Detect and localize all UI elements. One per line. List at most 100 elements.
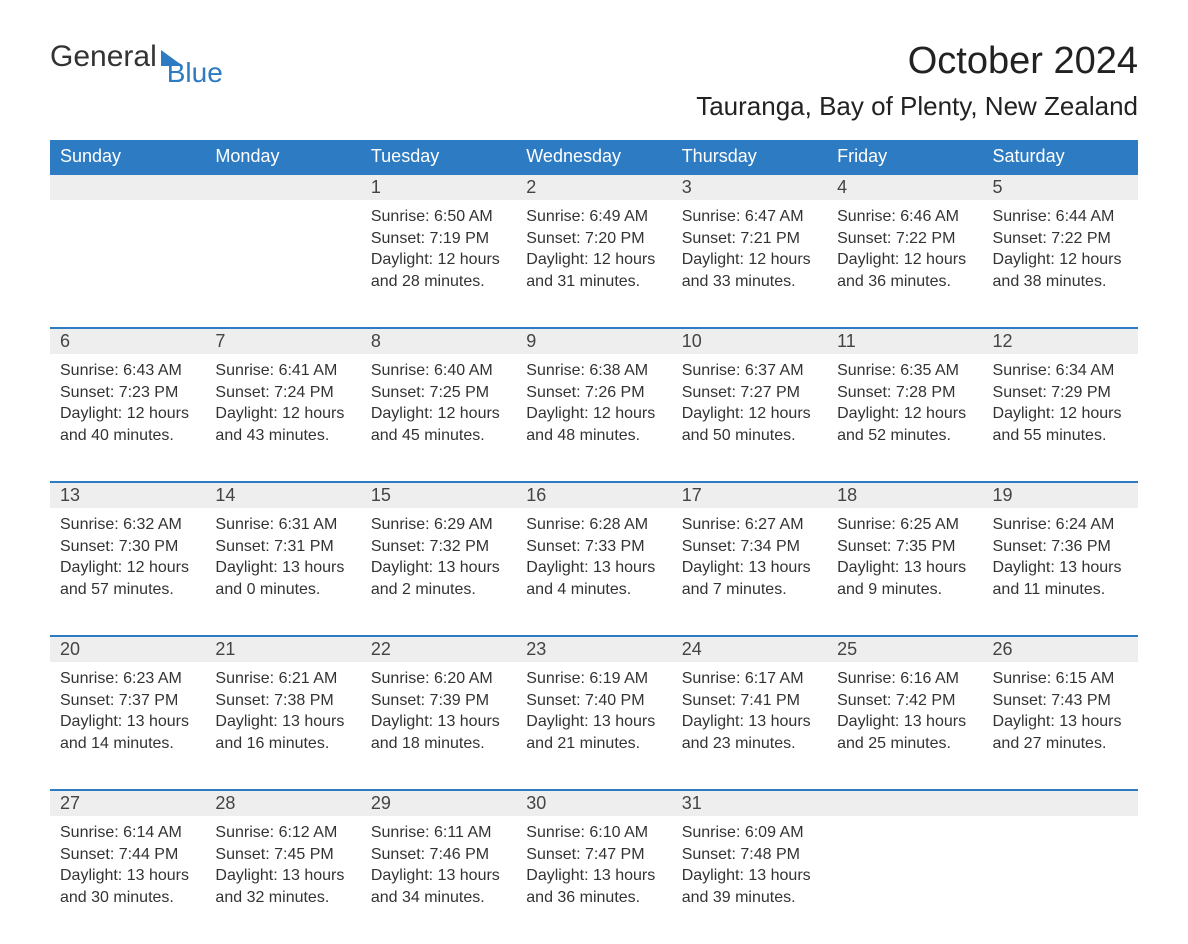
daylight-line-1: Daylight: 13 hours <box>371 865 506 887</box>
calendar-day-cell: Sunrise: 6:28 AMSunset: 7:33 PMDaylight:… <box>516 508 671 636</box>
calendar-day-cell: Sunrise: 6:19 AMSunset: 7:40 PMDaylight:… <box>516 662 671 790</box>
calendar-day-cell: Sunrise: 6:32 AMSunset: 7:30 PMDaylight:… <box>50 508 205 636</box>
day-detail: Sunrise: 6:20 AMSunset: 7:39 PMDaylight:… <box>361 662 516 774</box>
daylight-line-1: Daylight: 13 hours <box>682 557 817 579</box>
daylight-line-1: Daylight: 13 hours <box>371 711 506 733</box>
day-detail: Sunrise: 6:40 AMSunset: 7:25 PMDaylight:… <box>361 354 516 466</box>
sunrise-line: Sunrise: 6:41 AM <box>215 360 350 382</box>
calendar-week-row: Sunrise: 6:50 AMSunset: 7:19 PMDaylight:… <box>50 200 1138 328</box>
daylight-line-2: and 43 minutes. <box>215 425 350 447</box>
sunrise-line: Sunrise: 6:09 AM <box>682 822 817 844</box>
day-header: Sunday <box>50 140 205 174</box>
sunset-line: Sunset: 7:20 PM <box>526 228 661 250</box>
daylight-line-2: and 33 minutes. <box>682 271 817 293</box>
daylight-line-1: Daylight: 13 hours <box>526 557 661 579</box>
daylight-line-1: Daylight: 12 hours <box>682 249 817 271</box>
sunrise-line: Sunrise: 6:32 AM <box>60 514 195 536</box>
daylight-line-1: Daylight: 12 hours <box>993 403 1128 425</box>
calendar-day-cell: Sunrise: 6:24 AMSunset: 7:36 PMDaylight:… <box>983 508 1138 636</box>
day-number-cell: 6 <box>50 328 205 354</box>
daylight-line-2: and 25 minutes. <box>837 733 972 755</box>
sunset-line: Sunset: 7:44 PM <box>60 844 195 866</box>
day-detail: Sunrise: 6:28 AMSunset: 7:33 PMDaylight:… <box>516 508 671 620</box>
sunset-line: Sunset: 7:29 PM <box>993 382 1128 404</box>
sunset-line: Sunset: 7:37 PM <box>60 690 195 712</box>
daylight-line-1: Daylight: 12 hours <box>60 403 195 425</box>
calendar-day-cell: Sunrise: 6:35 AMSunset: 7:28 PMDaylight:… <box>827 354 982 482</box>
day-number-row: 20212223242526 <box>50 636 1138 662</box>
sunset-line: Sunset: 7:30 PM <box>60 536 195 558</box>
sunset-line: Sunset: 7:23 PM <box>60 382 195 404</box>
sunrise-line: Sunrise: 6:34 AM <box>993 360 1128 382</box>
calendar-day-cell: Sunrise: 6:23 AMSunset: 7:37 PMDaylight:… <box>50 662 205 790</box>
calendar-day-cell: Sunrise: 6:15 AMSunset: 7:43 PMDaylight:… <box>983 662 1138 790</box>
day-number-cell <box>205 174 360 200</box>
day-number-cell: 8 <box>361 328 516 354</box>
day-number-cell: 22 <box>361 636 516 662</box>
daylight-line-1: Daylight: 13 hours <box>526 865 661 887</box>
calendar-day-cell: Sunrise: 6:43 AMSunset: 7:23 PMDaylight:… <box>50 354 205 482</box>
sunset-line: Sunset: 7:26 PM <box>526 382 661 404</box>
day-detail: Sunrise: 6:14 AMSunset: 7:44 PMDaylight:… <box>50 816 205 928</box>
day-number-cell: 16 <box>516 482 671 508</box>
day-number-cell: 21 <box>205 636 360 662</box>
logo: General Blue <box>50 40 223 74</box>
day-header: Wednesday <box>516 140 671 174</box>
daylight-line-2: and 11 minutes. <box>993 579 1128 601</box>
sunset-line: Sunset: 7:21 PM <box>682 228 817 250</box>
page-title: October 2024 <box>908 40 1138 83</box>
daylight-line-1: Daylight: 13 hours <box>60 711 195 733</box>
day-detail: Sunrise: 6:41 AMSunset: 7:24 PMDaylight:… <box>205 354 360 466</box>
daylight-line-2: and 7 minutes. <box>682 579 817 601</box>
daylight-line-2: and 34 minutes. <box>371 887 506 909</box>
daylight-line-2: and 0 minutes. <box>215 579 350 601</box>
sunset-line: Sunset: 7:33 PM <box>526 536 661 558</box>
day-detail: Sunrise: 6:24 AMSunset: 7:36 PMDaylight:… <box>983 508 1138 620</box>
sunrise-line: Sunrise: 6:37 AM <box>682 360 817 382</box>
day-detail: Sunrise: 6:44 AMSunset: 7:22 PMDaylight:… <box>983 200 1138 312</box>
logo-text-general: General <box>50 40 157 74</box>
day-number-cell: 10 <box>672 328 827 354</box>
day-header: Thursday <box>672 140 827 174</box>
day-detail: Sunrise: 6:31 AMSunset: 7:31 PMDaylight:… <box>205 508 360 620</box>
calendar-day-cell: Sunrise: 6:40 AMSunset: 7:25 PMDaylight:… <box>361 354 516 482</box>
day-detail: Sunrise: 6:17 AMSunset: 7:41 PMDaylight:… <box>672 662 827 774</box>
daylight-line-1: Daylight: 12 hours <box>60 557 195 579</box>
day-number-cell: 27 <box>50 790 205 816</box>
calendar-day-cell <box>827 816 982 944</box>
sunrise-line: Sunrise: 6:44 AM <box>993 206 1128 228</box>
day-detail: Sunrise: 6:27 AMSunset: 7:34 PMDaylight:… <box>672 508 827 620</box>
day-number-cell: 5 <box>983 174 1138 200</box>
daylight-line-2: and 18 minutes. <box>371 733 506 755</box>
day-detail: Sunrise: 6:32 AMSunset: 7:30 PMDaylight:… <box>50 508 205 620</box>
day-header-row: SundayMondayTuesdayWednesdayThursdayFrid… <box>50 140 1138 174</box>
day-detail: Sunrise: 6:46 AMSunset: 7:22 PMDaylight:… <box>827 200 982 312</box>
sunrise-line: Sunrise: 6:27 AM <box>682 514 817 536</box>
sunrise-line: Sunrise: 6:49 AM <box>526 206 661 228</box>
day-header: Monday <box>205 140 360 174</box>
calendar-day-cell: Sunrise: 6:50 AMSunset: 7:19 PMDaylight:… <box>361 200 516 328</box>
daylight-line-2: and 27 minutes. <box>993 733 1128 755</box>
day-detail: Sunrise: 6:43 AMSunset: 7:23 PMDaylight:… <box>50 354 205 466</box>
day-number-cell: 26 <box>983 636 1138 662</box>
sunrise-line: Sunrise: 6:35 AM <box>837 360 972 382</box>
daylight-line-2: and 36 minutes. <box>526 887 661 909</box>
calendar-day-cell: Sunrise: 6:31 AMSunset: 7:31 PMDaylight:… <box>205 508 360 636</box>
daylight-line-1: Daylight: 13 hours <box>215 865 350 887</box>
day-detail: Sunrise: 6:10 AMSunset: 7:47 PMDaylight:… <box>516 816 671 928</box>
sunrise-line: Sunrise: 6:19 AM <box>526 668 661 690</box>
sunset-line: Sunset: 7:47 PM <box>526 844 661 866</box>
sunrise-line: Sunrise: 6:43 AM <box>60 360 195 382</box>
day-header: Saturday <box>983 140 1138 174</box>
day-number-cell: 15 <box>361 482 516 508</box>
day-detail: Sunrise: 6:37 AMSunset: 7:27 PMDaylight:… <box>672 354 827 466</box>
calendar-day-cell: Sunrise: 6:27 AMSunset: 7:34 PMDaylight:… <box>672 508 827 636</box>
sunset-line: Sunset: 7:32 PM <box>371 536 506 558</box>
calendar-day-cell: Sunrise: 6:17 AMSunset: 7:41 PMDaylight:… <box>672 662 827 790</box>
day-number-cell: 31 <box>672 790 827 816</box>
sunset-line: Sunset: 7:43 PM <box>993 690 1128 712</box>
daylight-line-2: and 45 minutes. <box>371 425 506 447</box>
day-number-cell <box>827 790 982 816</box>
day-number-cell: 13 <box>50 482 205 508</box>
sunrise-line: Sunrise: 6:47 AM <box>682 206 817 228</box>
